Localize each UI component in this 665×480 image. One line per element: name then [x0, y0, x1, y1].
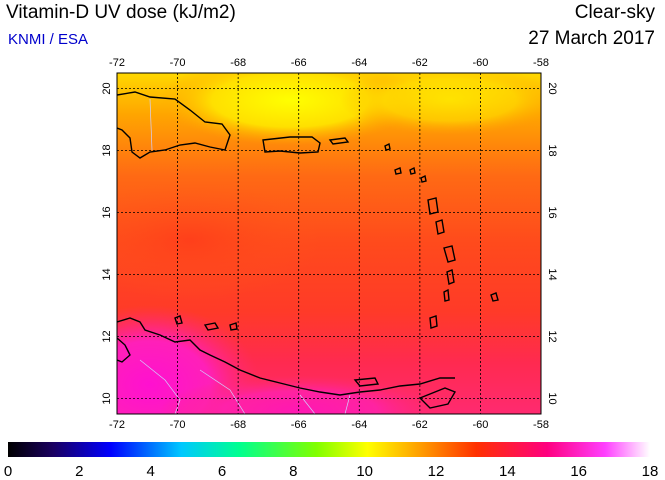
- latitude-labels-right: 10 12 14 16 18 20: [546, 82, 558, 404]
- lat-tick-label: 12: [101, 330, 113, 342]
- lon-tick-label: -66: [291, 419, 307, 431]
- colorbar-tick-label: 14: [499, 463, 516, 480]
- lat-tick-label: 18: [546, 144, 558, 156]
- colorbar-tick-label: 6: [218, 463, 226, 480]
- lon-tick-label: -70: [170, 419, 186, 431]
- colorbar-tick-label: 4: [146, 463, 154, 480]
- colorbar-tick-label: 0: [4, 463, 12, 480]
- map-date: 27 March 2017: [528, 28, 655, 49]
- lat-tick-label: 12: [546, 330, 558, 342]
- sky-type-label: Clear-sky: [574, 2, 655, 23]
- lon-tick-label: -72: [109, 419, 125, 431]
- longitude-labels-bottom: -72 -70 -68 -66 -64 -62 -60 -58: [109, 419, 549, 431]
- lat-tick-label: 14: [101, 268, 113, 280]
- colorbar-tick-label: 10: [356, 463, 373, 480]
- colorbar-tick-label: 8: [289, 463, 297, 480]
- lat-tick-label: 20: [101, 82, 113, 94]
- colorbar-tick-label: 18: [642, 463, 659, 480]
- latitude-labels-left: 10 12 14 16 18 20: [101, 82, 113, 404]
- lat-tick-label: 14: [546, 268, 558, 280]
- lon-tick-label: -68: [230, 57, 246, 69]
- lat-tick-label: 20: [546, 82, 558, 94]
- lat-tick-label: 18: [101, 144, 113, 156]
- lon-tick-label: -58: [533, 57, 549, 69]
- lat-tick-label: 10: [546, 392, 558, 404]
- colorbar-tick-label: 16: [570, 463, 587, 480]
- data-source: KNMI / ESA: [8, 31, 89, 48]
- lon-tick-label: -60: [472, 419, 488, 431]
- lon-tick-label: -66: [291, 57, 307, 69]
- lon-tick-label: -60: [472, 57, 488, 69]
- coastlines: [117, 91, 499, 409]
- lat-tick-label: 16: [546, 206, 558, 218]
- colorbar-tick-label: 12: [428, 463, 445, 480]
- colorbar-tick-label: 2: [75, 463, 83, 480]
- lon-tick-label: -64: [351, 419, 367, 431]
- lon-tick-label: -72: [109, 57, 125, 69]
- lon-tick-label: -62: [412, 419, 428, 431]
- lat-tick-label: 10: [101, 392, 113, 404]
- lon-tick-label: -68: [230, 419, 246, 431]
- longitude-labels-top: -72 -70 -68 -66 -64 -62 -60 -58: [109, 57, 549, 69]
- map-frame: [116, 72, 542, 415]
- lon-tick-label: -58: [533, 419, 549, 431]
- lon-tick-label: -64: [351, 57, 367, 69]
- lon-tick-label: -70: [170, 57, 186, 69]
- dose-field: [117, 73, 541, 414]
- colorbar-labels: 0 2 4 6 8 10 12 14 16 18: [4, 463, 659, 480]
- lat-tick-label: 16: [101, 206, 113, 218]
- map-title: Vitamin-D UV dose (kJ/m2): [6, 2, 236, 23]
- lon-tick-label: -62: [412, 57, 428, 69]
- graticule: [117, 73, 541, 414]
- colorbar: [8, 442, 650, 457]
